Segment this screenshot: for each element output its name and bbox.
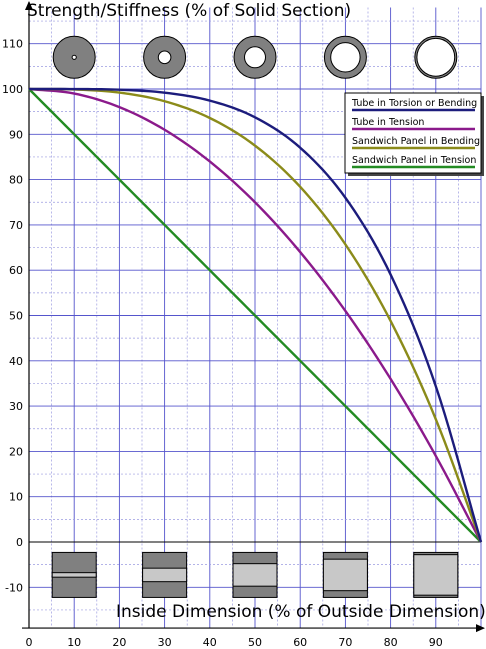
x-axis-title: Inside Dimension (% of Outside Dimension…: [116, 602, 486, 622]
y-tick-label: 50: [9, 310, 23, 323]
x-tick-label: 90: [429, 636, 443, 649]
x-tick-label: 50: [248, 636, 262, 649]
x-axis-arrow: [476, 624, 485, 633]
tube-bore-icon: [416, 37, 456, 77]
panel-core-icon: [142, 567, 188, 583]
y-tick-label: 20: [9, 445, 23, 458]
series-lines: [28, 87, 483, 543]
x-tick-label: 80: [384, 636, 398, 649]
y-tick-label: 110: [2, 38, 23, 51]
legend-label: Sandwich Panel in Bending: [352, 136, 480, 147]
y-tick-label: 60: [9, 264, 23, 277]
x-tick-label: 40: [203, 636, 217, 649]
y-tick-label: 40: [9, 355, 23, 368]
tube-bore-icon: [157, 50, 172, 65]
tube-bore-icon: [71, 54, 77, 60]
panel-core-icon: [51, 572, 97, 578]
series-line: [28, 88, 482, 543]
y-tick-label: 30: [9, 400, 23, 413]
y-tick-label: 0: [16, 536, 23, 549]
series-line: [29, 87, 483, 543]
x-tick-label: 0: [26, 636, 33, 649]
x-tick-label: 30: [158, 636, 172, 649]
y-tick-label: 90: [9, 128, 23, 141]
panel-core-icon: [413, 554, 459, 596]
y-tick-label: 80: [9, 174, 23, 187]
legend-box: [344, 92, 482, 174]
y-tick-label: 70: [9, 219, 23, 232]
panel-core-icon: [322, 558, 368, 592]
legend: Tube in Torsion or Bending Tube in Tensio…: [344, 92, 484, 176]
series-line: [28, 87, 483, 543]
x-tick-label: 20: [112, 636, 126, 649]
y-axis-title: Strength/Stiffness (% of Solid Section): [27, 1, 351, 21]
x-tick-label: 60: [293, 636, 307, 649]
legend-label: Sandwich Panel in Tension: [352, 155, 476, 166]
tube-bore-icon: [244, 46, 266, 69]
y-tick-label: 100: [2, 83, 23, 96]
legend-label: Tube in Torsion or Bending: [351, 98, 477, 109]
tube-bore-icon: [330, 42, 361, 73]
cross-section-icons: [51, 35, 459, 598]
x-tick-label: 10: [67, 636, 81, 649]
y-tick-label: 10: [9, 491, 23, 504]
legend-label: Tube in Tension: [351, 117, 424, 128]
series-line: [28, 87, 483, 543]
panel-core-icon: [232, 563, 278, 587]
y-axis-arrow: [25, 1, 33, 10]
x-tick-label: 70: [338, 636, 352, 649]
y-tick-label: -10: [5, 581, 23, 594]
